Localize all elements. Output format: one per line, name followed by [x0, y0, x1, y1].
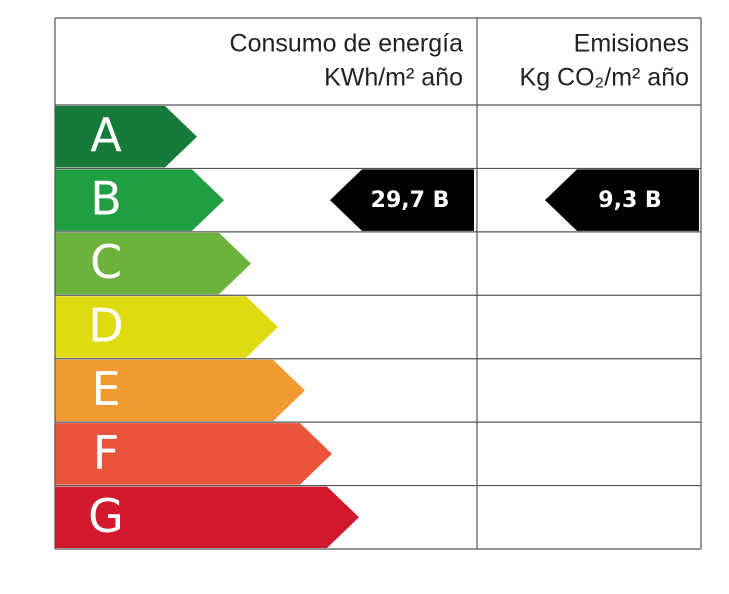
class-arrow [55, 423, 332, 485]
class-letter: A [90, 108, 122, 162]
emissions-unit: Kg CO₂/m² año [520, 64, 689, 92]
emissions-tag [545, 169, 699, 231]
consumption-title: Consumo de energía [230, 30, 464, 58]
emissions-title: Emisiones [574, 30, 689, 58]
consumption-unit: KWh/m² año [324, 64, 463, 92]
consumption-tag [330, 169, 474, 231]
class-arrow [55, 169, 224, 231]
class-arrow [55, 359, 305, 422]
class-arrow [55, 486, 359, 548]
class-letter: F [93, 425, 119, 479]
class-arrow [55, 232, 251, 295]
consumption-value: 29,7 B [371, 188, 450, 213]
emissions-value: 9,3 B [598, 188, 661, 213]
class-letter: G [88, 489, 124, 543]
class-letter: D [88, 299, 123, 353]
class-letter: B [90, 172, 122, 226]
class-arrow [55, 296, 278, 358]
class-letter: C [90, 235, 122, 289]
class-letter: E [91, 362, 120, 416]
class-arrow [55, 106, 197, 168]
